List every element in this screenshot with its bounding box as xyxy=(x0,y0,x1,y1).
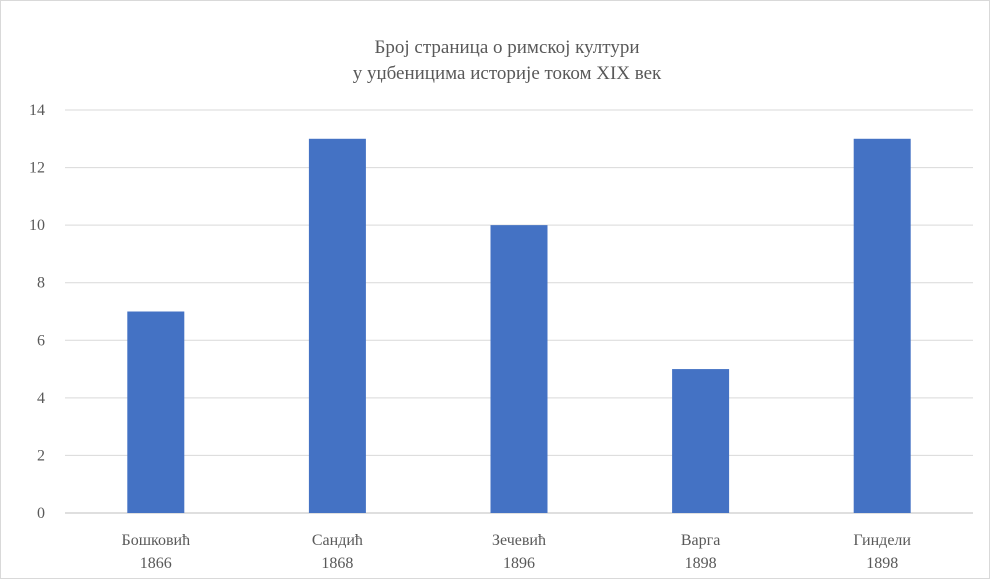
y-tick-label: 12 xyxy=(29,160,45,177)
bar xyxy=(127,311,185,513)
x-category-label: Зечевић xyxy=(492,532,546,549)
y-tick-label: 8 xyxy=(37,275,45,292)
y-tick-label: 0 xyxy=(37,505,45,522)
bar xyxy=(853,138,911,514)
bar xyxy=(308,138,366,514)
bars xyxy=(127,138,911,514)
chart-title-line-2: у уџбеницима историје током XIX век xyxy=(353,63,662,84)
y-tick-label: 2 xyxy=(37,447,45,464)
x-category-year-label: 1898 xyxy=(685,555,717,572)
x-category-year-label: 1896 xyxy=(503,555,535,572)
y-tick-label: 14 xyxy=(29,102,45,119)
x-category-label: Сандић xyxy=(312,532,363,549)
x-category-year-label: 1868 xyxy=(321,555,353,572)
bar xyxy=(490,225,548,513)
x-category-year-label: 1898 xyxy=(866,555,898,572)
chart-title-line-1: Број страница о римској култури xyxy=(374,37,639,58)
x-axis-category-labels: Бошковић 1866 Сандић 1868 Зечевић 1896 Варга 18… xyxy=(122,532,912,572)
x-category-label: Варга xyxy=(681,532,720,549)
x-category-year-label: 1866 xyxy=(140,555,172,572)
y-tick-label: 10 xyxy=(29,217,45,234)
x-category-label: Бошковић xyxy=(122,532,191,549)
y-tick-label: 6 xyxy=(37,332,45,349)
y-axis-tick-labels: 0 2 4 6 8 10 12 14 xyxy=(29,102,45,522)
x-category-label: Гиндели xyxy=(853,532,911,549)
y-tick-label: 4 xyxy=(37,390,45,407)
bar xyxy=(672,369,730,513)
